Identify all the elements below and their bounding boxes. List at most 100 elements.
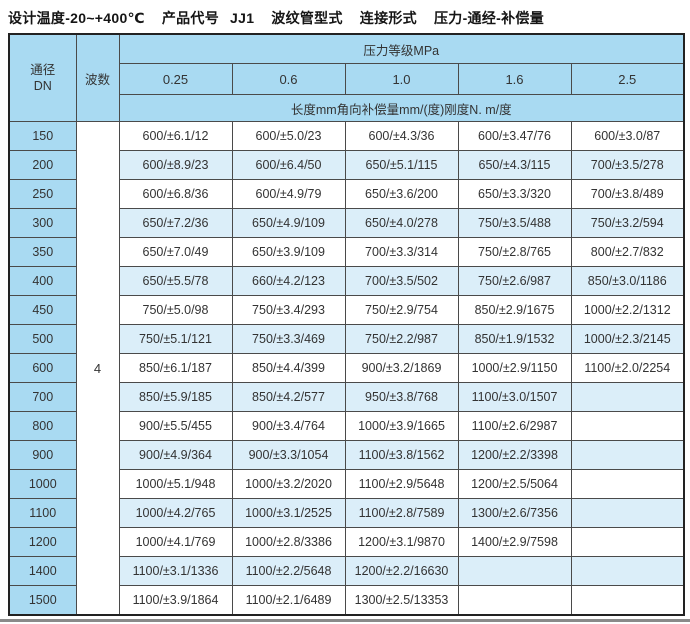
spec-cell: 1200/±3.1/9870 xyxy=(344,527,459,557)
spec-cell: 700/±3.5/278 xyxy=(570,150,685,180)
spec-cell: 600/±5.0/23 xyxy=(231,121,346,151)
spec-cell: 1000/±2.2/1312 xyxy=(570,295,685,325)
spec-cell: 900/±5.5/455 xyxy=(118,411,233,441)
spec-cell: 650/±3.6/200 xyxy=(344,179,459,209)
wave-column-header: 波数 xyxy=(75,33,120,122)
spec-cell: 1100/±2.6/2987 xyxy=(457,411,572,441)
spec-cell: 750/±5.1/121 xyxy=(118,324,233,354)
table-row: 500 750/±5.1/121 750/±3.3/469 750/±2.2/987 8… xyxy=(8,324,685,354)
spec-cell: 750/±3.4/293 xyxy=(231,295,346,325)
design-temperature-label: 设计温度-20~+400℃ xyxy=(8,10,145,26)
spec-cell: 650/±3.9/109 xyxy=(231,237,346,267)
spec-cell: 1100/±3.8/1562 xyxy=(344,440,459,470)
spec-cell: 750/±2.8/765 xyxy=(457,237,572,267)
spec-cell: 750/±2.6/987 xyxy=(457,266,572,296)
spec-cell: 1200/±2.5/5064 xyxy=(457,469,572,499)
spec-cell: 1300/±2.6/7356 xyxy=(457,498,572,528)
spec-cell: 650/±4.9/109 xyxy=(231,208,346,238)
dn-cell: 700 xyxy=(8,382,77,412)
dn-cell: 200 xyxy=(8,150,77,180)
spec-cell: 600/±6.4/50 xyxy=(231,150,346,180)
dn-column-header: 通径 DN xyxy=(8,33,77,122)
spec-cell: 650/±3.3/320 xyxy=(457,179,572,209)
spec-table: 通径 DN 波数 压力等级MPa 0.25 0.6 1.0 1.6 2.5 长度m… xyxy=(8,33,686,616)
spec-cell: 950/±3.8/768 xyxy=(344,382,459,412)
spec-cell: 600/±3.47/76 xyxy=(457,121,572,151)
dn-cell: 250 xyxy=(8,179,77,209)
spec-cell: 1100/±3.9/1864 xyxy=(118,585,233,616)
table-row: 250 600/±6.8/36 600/±4.9/79 650/±3.6/200 650… xyxy=(8,179,685,209)
spec-cell: 750/±2.2/987 xyxy=(344,324,459,354)
spec-cell xyxy=(570,411,685,441)
spec-cell: 750/±3.2/594 xyxy=(570,208,685,238)
spec-cell: 900/±3.4/764 xyxy=(231,411,346,441)
spec-cell: 600/±8.9/23 xyxy=(118,150,233,180)
spec-cell xyxy=(570,440,685,470)
spec-cell: 1000/±4.1/769 xyxy=(118,527,233,557)
spec-cell xyxy=(570,498,685,528)
table-row: 400 650/±5.5/78 660/±4.2/123 700/±3.5/502 75… xyxy=(8,266,685,296)
bottom-rule xyxy=(0,619,690,622)
spec-cell: 850/±5.9/185 xyxy=(118,382,233,412)
spec-cell: 700/±3.3/314 xyxy=(344,237,459,267)
pressure-level-16: 1.6 xyxy=(457,63,572,95)
table-row: 150 4 600/±6.1/12 600/±5.0/23 600/±4.3/36 600… xyxy=(8,121,685,616)
pressure-level-025: 0.25 xyxy=(118,63,233,95)
spec-cell: 1000/±2.8/3386 xyxy=(231,527,346,557)
table-row: 900 900/±4.9/364 900/±3.3/1054 1100/±3.8/15… xyxy=(8,440,685,470)
spec-cell: 1100/±2.9/5648 xyxy=(344,469,459,499)
table-row: 700 850/±5.9/185 850/±4.2/577 950/±3.8/768 1… xyxy=(8,382,685,412)
spec-cell: 1000/±4.2/765 xyxy=(118,498,233,528)
table-row: 800 900/±5.5/455 900/±3.4/764 1000/±3.9/166… xyxy=(8,411,685,441)
table-row: 200 600/±8.9/23 600/±6.4/50 650/±5.1/115 650… xyxy=(8,150,685,180)
ordering-rule-label: 压力-通经-补偿量 xyxy=(433,10,545,26)
dn-cell: 350 xyxy=(8,237,77,267)
unit-header: 长度mm角向补偿量mm/(度)刚度N. m/度 xyxy=(118,94,685,122)
dn-cell: 1100 xyxy=(8,498,77,528)
spec-cell: 650/±4.3/115 xyxy=(457,150,572,180)
spec-cell: 650/±4.0/278 xyxy=(344,208,459,238)
spec-cell: 600/±3.0/87 xyxy=(570,121,685,151)
spec-cell: 900/±3.2/1869 xyxy=(344,353,459,383)
spec-cell: 700/±3.8/489 xyxy=(570,179,685,209)
spec-cell: 750/±3.5/488 xyxy=(457,208,572,238)
spec-cell: 1100/±3.1/1336 xyxy=(118,556,233,586)
spec-cell: 1200/±2.2/16630 xyxy=(344,556,459,586)
spec-cell: 850/±3.0/1186 xyxy=(570,266,685,296)
dn-cell: 150 xyxy=(8,121,77,151)
spec-cell: 1100/±2.2/5648 xyxy=(231,556,346,586)
spec-cell: 750/±5.0/98 xyxy=(118,295,233,325)
dn-cell: 600 xyxy=(8,353,77,383)
spec-cell: 850/±1.9/1532 xyxy=(457,324,572,354)
spec-cell: 660/±4.2/123 xyxy=(231,266,346,296)
dn-cell: 450 xyxy=(8,295,77,325)
product-code-value: JJ1 xyxy=(230,10,255,26)
bellows-type-label: 波纹管型式 xyxy=(271,10,343,26)
spec-cell: 900/±4.9/364 xyxy=(118,440,233,470)
pressure-group-header: 压力等级MPa xyxy=(118,33,685,64)
spec-cell: 750/±3.3/469 xyxy=(231,324,346,354)
spec-cell: 700/±3.5/502 xyxy=(344,266,459,296)
spec-cell: 650/±7.0/49 xyxy=(118,237,233,267)
spec-cell: 650/±5.1/115 xyxy=(344,150,459,180)
table-row: 350 650/±7.0/49 650/±3.9/109 700/±3.3/314 75… xyxy=(8,237,685,267)
connection-type-label: 连接形式 xyxy=(359,10,417,26)
pressure-level-10: 1.0 xyxy=(344,63,459,95)
spec-cell: 600/±4.9/79 xyxy=(231,179,346,209)
product-code-label: 产品代号 xyxy=(161,10,220,26)
spec-cell: 750/±2.9/754 xyxy=(344,295,459,325)
dn-cell: 1500 xyxy=(8,585,77,616)
spec-cell: 600/±4.3/36 xyxy=(344,121,459,151)
dn-cell: 300 xyxy=(8,208,77,238)
table-row: 300 650/±7.2/36 650/±4.9/109 650/±4.0/278 75… xyxy=(8,208,685,238)
table-row: 1500 1100/±3.9/1864 1100/±2.1/6489 1300/±2.… xyxy=(8,585,685,616)
spec-cell xyxy=(570,469,685,499)
page-title: 设计温度-20~+400℃ 产品代号 JJ1 波纹管型式 连接形式 压力-通经-… xyxy=(8,8,544,28)
spec-cell: 1400/±2.9/7598 xyxy=(457,527,572,557)
spec-cell: 1000/±5.1/948 xyxy=(118,469,233,499)
wave-count-cell: 4 xyxy=(75,121,120,616)
spec-cell xyxy=(457,556,572,586)
spec-cell: 850/±2.9/1675 xyxy=(457,295,572,325)
spec-cell: 1000/±3.9/1665 xyxy=(344,411,459,441)
dn-cell: 400 xyxy=(8,266,77,296)
